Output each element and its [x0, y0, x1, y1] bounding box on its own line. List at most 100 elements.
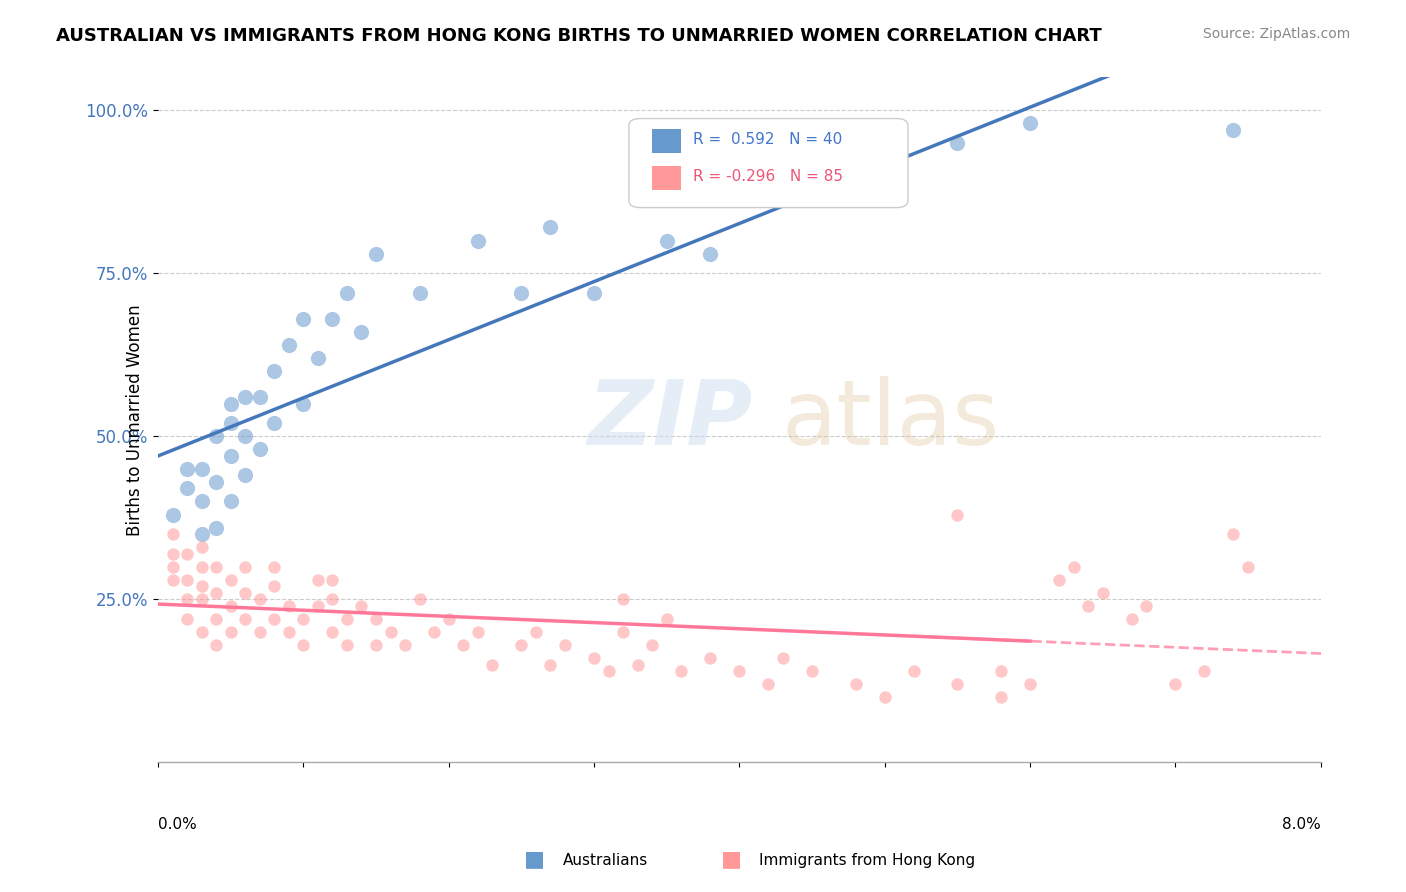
Point [1077, 599, 1099, 613]
Text: AUSTRALIAN VS IMMIGRANTS FROM HONG KONG BIRTHS TO UNMARRIED WOMEN CORRELATION CH: AUSTRALIAN VS IMMIGRANTS FROM HONG KONG … [56, 27, 1102, 45]
Point [1019, 677, 1042, 691]
Point [233, 586, 256, 600]
Point [219, 624, 242, 639]
Point [510, 638, 533, 652]
Point [249, 442, 271, 457]
Point [1164, 677, 1187, 691]
Text: ZIP: ZIP [586, 376, 752, 464]
Point [249, 390, 271, 404]
Point [219, 416, 242, 430]
Point [307, 351, 329, 365]
Point [321, 624, 343, 639]
Point [162, 547, 184, 561]
Point [205, 586, 228, 600]
Point [946, 136, 969, 150]
Text: 8.0%: 8.0% [1282, 817, 1320, 832]
Point [364, 612, 387, 626]
Point [1222, 527, 1244, 541]
Point [451, 638, 474, 652]
Point [336, 612, 359, 626]
Point [176, 462, 198, 476]
FancyBboxPatch shape [628, 119, 908, 208]
Point [1194, 664, 1216, 678]
Point [190, 624, 212, 639]
Point [205, 475, 228, 489]
Point [321, 311, 343, 326]
Point [627, 657, 650, 672]
Point [277, 338, 299, 352]
Point [946, 508, 969, 522]
Point [190, 559, 212, 574]
Point [582, 651, 605, 665]
Point [758, 677, 780, 691]
Point [394, 638, 416, 652]
Text: 0.0%: 0.0% [157, 817, 197, 832]
Point [408, 285, 430, 300]
Point [292, 397, 315, 411]
Point [554, 638, 576, 652]
Point [380, 624, 402, 639]
Text: R = -0.296   N = 85: R = -0.296 N = 85 [693, 169, 842, 185]
Point [263, 416, 285, 430]
Point [190, 462, 212, 476]
Point [598, 664, 620, 678]
Bar [652, 167, 682, 191]
Point [1019, 116, 1042, 130]
Point [423, 624, 446, 639]
Point [350, 325, 373, 339]
Point [655, 612, 678, 626]
Text: R =  0.592   N = 40: R = 0.592 N = 40 [693, 132, 842, 146]
Point [292, 612, 315, 626]
Text: ■: ■ [721, 849, 741, 869]
Point [801, 664, 824, 678]
Point [249, 624, 271, 639]
Point [1222, 122, 1244, 136]
Point [190, 579, 212, 593]
Point [612, 592, 634, 607]
Y-axis label: Births to Unmarried Women: Births to Unmarried Women [127, 304, 145, 536]
Point [307, 599, 329, 613]
Point [990, 690, 1012, 705]
Point [233, 468, 256, 483]
Point [481, 657, 503, 672]
Point [321, 592, 343, 607]
Point [903, 664, 925, 678]
Point [364, 638, 387, 652]
Point [162, 508, 184, 522]
Point [205, 520, 228, 534]
Point [1237, 559, 1260, 574]
Point [205, 612, 228, 626]
Point [307, 573, 329, 587]
Point [1047, 573, 1070, 587]
Point [162, 559, 184, 574]
Point [219, 397, 242, 411]
Text: Immigrants from Hong Kong: Immigrants from Hong Kong [759, 854, 976, 868]
Point [263, 579, 285, 593]
Point [233, 390, 256, 404]
Point [772, 651, 794, 665]
Text: Source: ZipAtlas.com: Source: ZipAtlas.com [1202, 27, 1350, 41]
Point [612, 624, 634, 639]
Point [263, 364, 285, 378]
Point [1121, 612, 1143, 626]
Point [364, 246, 387, 260]
Point [350, 599, 373, 613]
Text: atlas: atlas [782, 376, 1000, 464]
Point [873, 690, 896, 705]
Point [990, 664, 1012, 678]
Point [205, 559, 228, 574]
Point [292, 311, 315, 326]
Point [946, 677, 969, 691]
Point [655, 234, 678, 248]
Bar [652, 128, 682, 153]
Point [249, 592, 271, 607]
Point [219, 599, 242, 613]
Point [205, 429, 228, 443]
Point [219, 573, 242, 587]
Point [176, 592, 198, 607]
Point [1135, 599, 1157, 613]
Point [190, 592, 212, 607]
Point [437, 612, 460, 626]
Point [219, 494, 242, 508]
Point [467, 624, 489, 639]
